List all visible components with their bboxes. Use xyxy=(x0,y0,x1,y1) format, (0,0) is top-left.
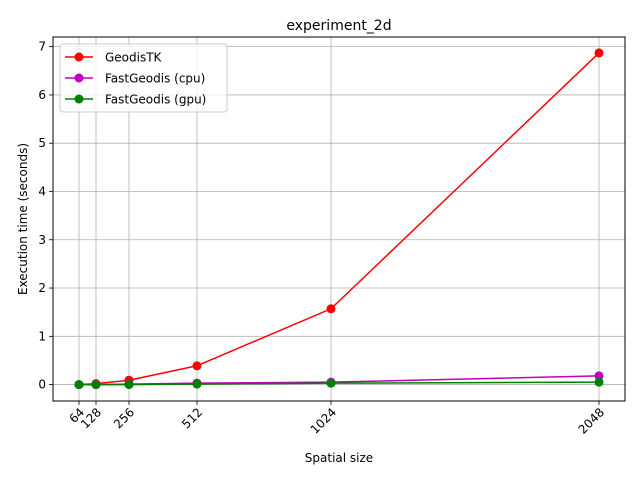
legend-item: GeodisTK xyxy=(65,51,163,65)
y-tick-label: 4 xyxy=(38,184,46,198)
legend-item: FastGeodis (gpu) xyxy=(65,93,206,107)
y-axis-ticks: 0 1 2 3 4 5 6 7 xyxy=(38,40,53,392)
data-point-marker xyxy=(326,304,336,314)
y-axis-label: Execution time (seconds) xyxy=(16,143,30,295)
data-point-marker xyxy=(192,361,202,371)
legend-label: FastGeodis (cpu) xyxy=(105,72,205,86)
data-point-marker xyxy=(74,380,84,390)
legend-box xyxy=(59,43,228,113)
chart-title: experiment_2d xyxy=(286,18,391,34)
series-fastgeodis-gpu xyxy=(74,377,604,390)
x-axis-label: Spatial size xyxy=(305,451,373,465)
y-tick-label: 5 xyxy=(38,136,46,150)
axes-frame xyxy=(52,36,626,402)
y-tick-label: 6 xyxy=(38,88,46,102)
legend-item: FastGeodis (cpu) xyxy=(65,72,205,86)
legend-marker-icon xyxy=(74,73,84,83)
y-tick-label: 1 xyxy=(38,329,46,343)
data-point-marker xyxy=(124,380,134,390)
data-point-marker xyxy=(326,378,336,388)
legend: GeodisTK FastGeodis (cpu) FastGeodis (gpu) xyxy=(59,43,228,113)
data-series xyxy=(74,48,604,390)
data-point-marker xyxy=(594,48,604,58)
legend-marker-icon xyxy=(74,52,84,62)
y-tick-label: 3 xyxy=(38,233,46,247)
y-tick-label: 0 xyxy=(38,378,46,392)
data-point-marker xyxy=(594,371,604,381)
data-point-marker xyxy=(192,379,202,389)
y-tick-label: 2 xyxy=(38,281,46,295)
legend-label: GeodisTK xyxy=(105,51,163,65)
legend-marker-icon xyxy=(74,94,84,104)
legend-label: FastGeodis (gpu) xyxy=(105,93,206,107)
y-tick-label: 7 xyxy=(38,40,46,54)
data-point-marker xyxy=(91,380,101,390)
data-point-marker xyxy=(594,377,604,387)
